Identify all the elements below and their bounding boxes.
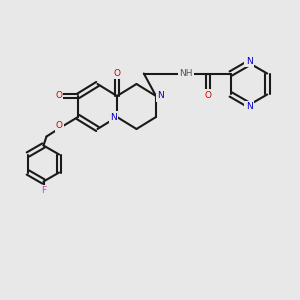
Text: F: F xyxy=(41,186,46,195)
Text: O: O xyxy=(56,122,63,130)
Text: NH: NH xyxy=(179,69,193,78)
Text: O: O xyxy=(205,91,212,100)
Text: N: N xyxy=(246,102,252,111)
Text: N: N xyxy=(157,92,164,100)
Text: N: N xyxy=(246,57,252,66)
Text: O: O xyxy=(55,92,62,100)
Text: O: O xyxy=(113,69,121,78)
Text: N: N xyxy=(110,112,117,122)
